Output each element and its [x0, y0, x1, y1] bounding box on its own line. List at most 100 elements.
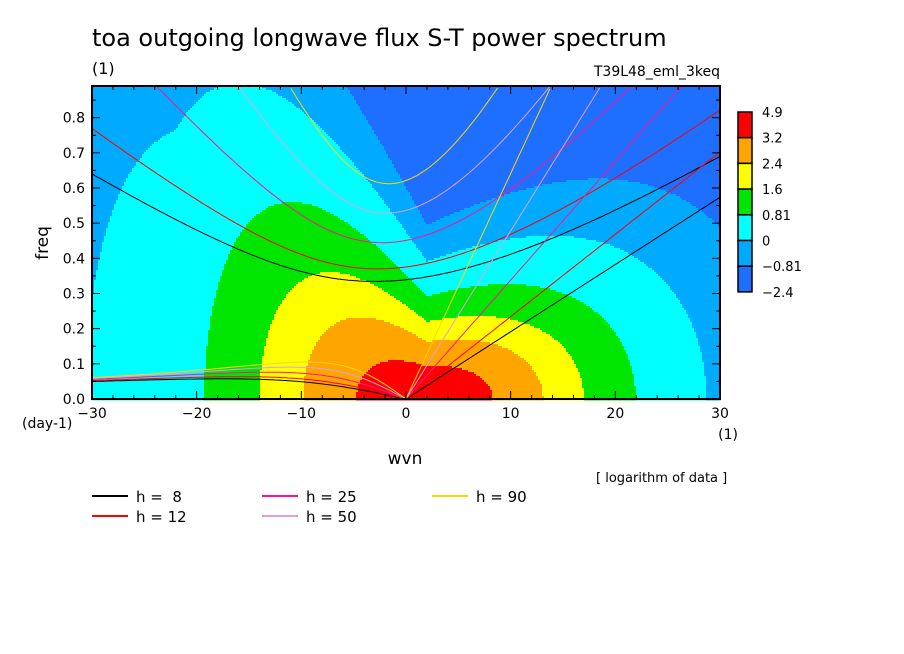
- contour-band-cell: [682, 198, 721, 201]
- contour-band-cell: [408, 190, 519, 193]
- contour-band-cell: [274, 316, 423, 319]
- contour-band-cell: [382, 144, 721, 147]
- colorbar-label: −0.81: [762, 260, 802, 275]
- contour-band-cell: [528, 362, 575, 365]
- contour-band-cell: [352, 94, 721, 97]
- contour-band-cell: [384, 290, 423, 293]
- contour-band-cell: [620, 248, 721, 251]
- contour-band-cell: [624, 250, 721, 253]
- contour-band-cell: [260, 374, 307, 377]
- contour-band-cell: [106, 230, 243, 233]
- contour-band-cell: [398, 266, 649, 269]
- contour-band-cell: [556, 290, 673, 293]
- contour-band-cell: [422, 316, 459, 319]
- contour-band-cell: [194, 104, 295, 107]
- contour-band-cell: [440, 292, 563, 295]
- contour-band-cell: [196, 102, 293, 105]
- contour-band-cell: [204, 392, 261, 395]
- contour-band-cell: [274, 204, 313, 207]
- contour-band-cell: [340, 320, 385, 323]
- contour-band-cell: [120, 192, 379, 195]
- contour-band-cell: [120, 190, 377, 193]
- contour-band-cell: [92, 360, 207, 363]
- contour-band-cell: [394, 262, 645, 265]
- contour-band-cell: [92, 368, 207, 371]
- contour-band-cell: [416, 284, 489, 287]
- contour-band-cell: [92, 200, 117, 203]
- inertia-gravity-curve-h8: [91, 155, 721, 282]
- contour-band-cell: [92, 188, 123, 191]
- contour-band-cell: [92, 222, 109, 225]
- contour-band-cell: [282, 202, 303, 205]
- contour-band-cell: [426, 260, 429, 263]
- contour-band-cell: [98, 264, 225, 267]
- contour-band-cell: [206, 350, 265, 353]
- contour-band-cell: [248, 222, 349, 225]
- contour-band-cell: [92, 100, 199, 103]
- contour-band-cell: [492, 198, 683, 201]
- contour-band-cell: [346, 318, 377, 321]
- contour-band-cell: [92, 320, 211, 323]
- contour-band-cell: [632, 368, 705, 371]
- contour-band-cell: [356, 392, 493, 395]
- contour-band-cell: [294, 104, 359, 107]
- contour-band-cell: [566, 350, 627, 353]
- contour-band-cell: [414, 310, 595, 313]
- y-axis-label: freq: [33, 226, 53, 260]
- legend: h = 8 h = 12 h = 25 h = 50 h = 90: [92, 488, 527, 526]
- contour-band-cell: [92, 370, 205, 373]
- contour-band-cell: [304, 386, 359, 389]
- contour-band-cell: [304, 378, 363, 381]
- contour-band-cell: [704, 212, 721, 215]
- contour-band-cell: [132, 170, 361, 173]
- contour-band-cell: [308, 360, 389, 363]
- contour-band-cell: [368, 370, 469, 373]
- contour-band-cell: [414, 202, 481, 205]
- contour-band-cell: [284, 298, 397, 301]
- contour-band-cell: [286, 296, 395, 299]
- contour-band-cell: [656, 272, 721, 275]
- contour-band-cell: [92, 312, 213, 315]
- contour-band-cell: [92, 284, 95, 287]
- contour-band-cell: [398, 172, 721, 175]
- contour-band-cell: [230, 252, 385, 255]
- contour-band-cell: [112, 210, 263, 213]
- contour-band-cell: [700, 346, 721, 349]
- contour-band-cell: [96, 278, 221, 281]
- contour-band-cell: [368, 120, 721, 123]
- contour-band-cell: [92, 390, 205, 393]
- contour-band-cell: [254, 216, 339, 219]
- contour-band-cell: [370, 368, 463, 371]
- contour-band-cell: [324, 130, 375, 133]
- contour-band-cell: [352, 226, 403, 229]
- contour-band-cell: [412, 238, 511, 241]
- contour-band-cell: [92, 106, 193, 109]
- contour-band-cell: [384, 320, 427, 323]
- contour-band-cell: [92, 140, 159, 143]
- contour-band-cell: [400, 268, 653, 271]
- contour-band-cell: [330, 326, 401, 329]
- contour-band-cell: [312, 118, 367, 121]
- contour-band-cell: [490, 342, 561, 345]
- contour-band-cell: [264, 352, 313, 355]
- contour-band-cell: [92, 210, 113, 213]
- contour-band-cell: [200, 98, 287, 101]
- contour-band-cell: [432, 222, 717, 225]
- contour-band-cell: [102, 246, 233, 249]
- contour-band-cell: [396, 264, 647, 267]
- inertia-gravity-curve-h90: [290, 87, 499, 185]
- contour-band-cell: [608, 322, 693, 325]
- contour-band-cell: [94, 288, 219, 291]
- contour-band-cell: [336, 322, 391, 325]
- contour-band-cell: [390, 294, 427, 297]
- contour-band-cell: [218, 86, 263, 89]
- contour-band-cell: [368, 180, 403, 183]
- contour-band-cell: [364, 234, 409, 237]
- contour-band-cell: [312, 352, 515, 355]
- contour-band-cell: [216, 290, 291, 293]
- contour-band-cell: [594, 310, 687, 313]
- contour-band-cell: [92, 302, 215, 305]
- contour-band-cell: [372, 366, 453, 369]
- contour-band-cell: [634, 378, 707, 381]
- contour-band-cell: [92, 230, 107, 233]
